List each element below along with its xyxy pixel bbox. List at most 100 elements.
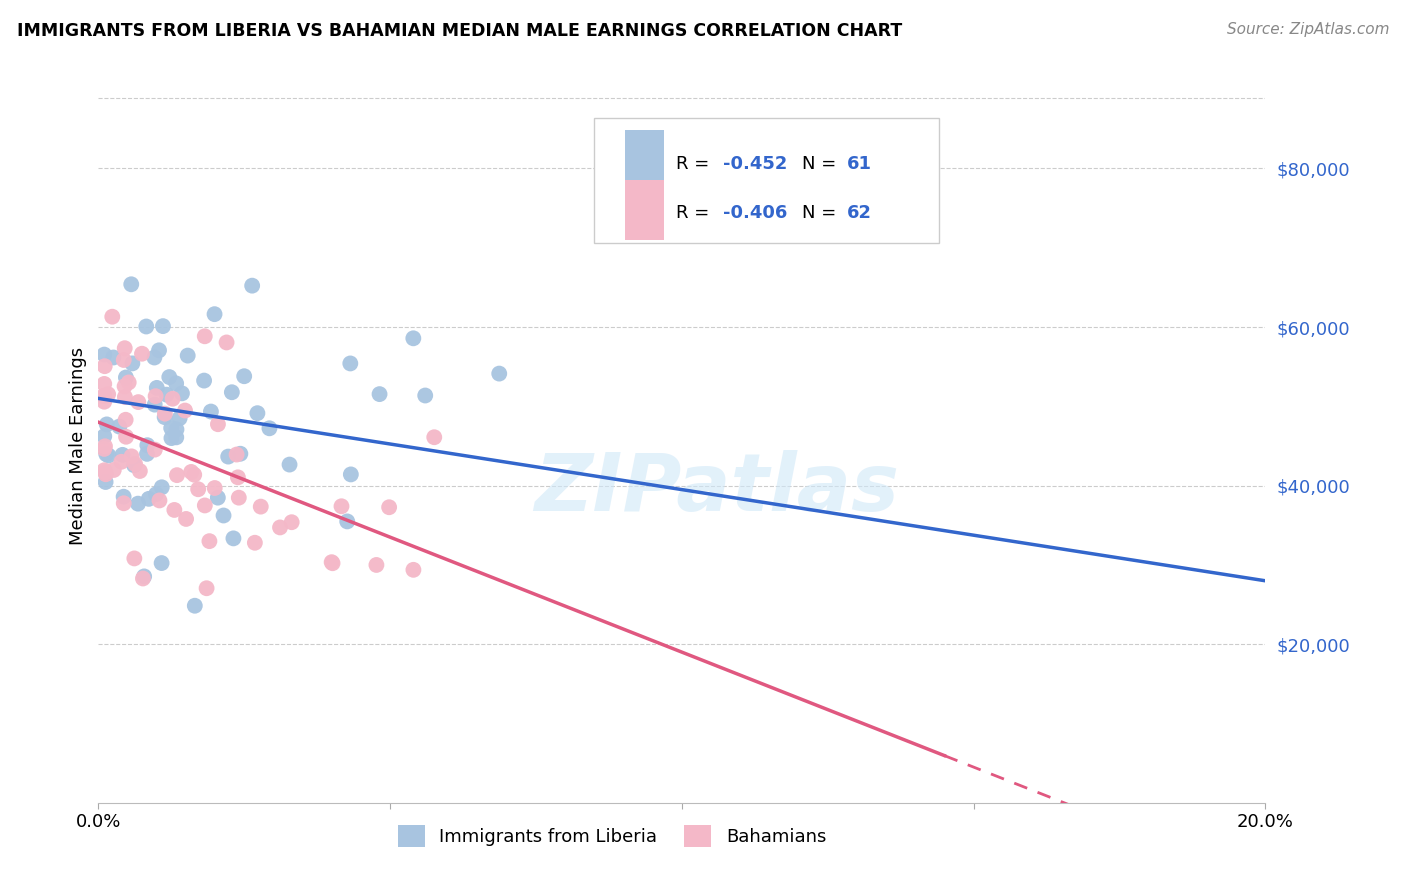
Point xyxy=(198,534,221,549)
Point xyxy=(166,422,188,436)
Point xyxy=(131,347,153,361)
Point xyxy=(339,356,361,370)
Point xyxy=(194,499,217,513)
Point xyxy=(170,386,193,401)
Point xyxy=(118,376,141,390)
Text: -0.406: -0.406 xyxy=(723,204,787,222)
Y-axis label: Median Male Earnings: Median Male Earnings xyxy=(69,347,87,545)
Point xyxy=(243,535,266,549)
Text: R =: R = xyxy=(676,204,716,222)
Point xyxy=(93,359,115,374)
Point xyxy=(187,482,209,496)
Point xyxy=(93,429,115,443)
Point xyxy=(402,331,425,345)
Point xyxy=(269,520,291,534)
Point xyxy=(249,500,271,514)
Point xyxy=(321,555,343,569)
Point xyxy=(101,310,124,324)
Point xyxy=(204,481,226,495)
Point xyxy=(162,392,184,406)
Point xyxy=(143,442,166,457)
Point xyxy=(153,410,176,425)
Point xyxy=(145,487,167,501)
FancyBboxPatch shape xyxy=(624,130,665,190)
Point xyxy=(330,500,353,514)
Point xyxy=(155,387,177,401)
Point xyxy=(336,515,359,529)
Text: 62: 62 xyxy=(846,204,872,222)
Text: 61: 61 xyxy=(846,154,872,172)
Point xyxy=(136,447,159,461)
Point xyxy=(93,389,115,403)
Point xyxy=(93,463,115,477)
Point xyxy=(124,457,146,471)
Point xyxy=(226,470,249,484)
Legend: Immigrants from Liberia, Bahamians: Immigrants from Liberia, Bahamians xyxy=(391,818,834,855)
Point xyxy=(136,438,159,452)
Point xyxy=(366,558,388,572)
Text: -0.452: -0.452 xyxy=(723,154,787,172)
Point xyxy=(127,497,149,511)
Point xyxy=(259,421,281,435)
Point xyxy=(402,563,425,577)
Point xyxy=(146,381,169,395)
Point xyxy=(138,491,160,506)
Point xyxy=(225,448,247,462)
Point xyxy=(148,343,170,358)
Point xyxy=(165,376,187,391)
Point xyxy=(96,447,118,461)
Point xyxy=(94,475,117,489)
Point xyxy=(488,367,510,381)
Point xyxy=(148,493,170,508)
Point xyxy=(378,500,401,515)
Point xyxy=(112,490,135,504)
Point xyxy=(94,466,117,480)
Point xyxy=(180,465,202,479)
Point xyxy=(240,278,263,293)
Point xyxy=(163,503,186,517)
Point xyxy=(120,277,142,292)
Point xyxy=(122,458,145,473)
Point xyxy=(160,431,183,445)
Point xyxy=(174,512,197,526)
Point xyxy=(280,515,302,529)
Point xyxy=(108,419,131,434)
Point xyxy=(184,599,207,613)
Text: ZIPatlas: ZIPatlas xyxy=(534,450,900,528)
Point xyxy=(177,349,200,363)
Point xyxy=(233,369,256,384)
Point xyxy=(152,319,174,334)
FancyBboxPatch shape xyxy=(595,118,939,243)
Point xyxy=(153,407,176,421)
Point xyxy=(112,353,135,368)
Point xyxy=(212,508,235,523)
Point xyxy=(165,430,187,444)
Point xyxy=(145,389,167,403)
Point xyxy=(97,449,120,463)
Point xyxy=(132,572,155,586)
Point xyxy=(134,569,156,583)
Point xyxy=(160,421,183,435)
Point xyxy=(157,370,180,384)
Point xyxy=(207,417,229,432)
Point xyxy=(143,398,166,412)
Point xyxy=(114,413,136,427)
Point xyxy=(112,496,135,510)
Point xyxy=(169,411,191,425)
Point xyxy=(124,551,146,566)
Point xyxy=(143,351,166,365)
Text: IMMIGRANTS FROM LIBERIA VS BAHAMIAN MEDIAN MALE EARNINGS CORRELATION CHART: IMMIGRANTS FROM LIBERIA VS BAHAMIAN MEDI… xyxy=(17,22,903,40)
Text: N =: N = xyxy=(801,154,842,172)
Point xyxy=(150,480,173,494)
Text: Source: ZipAtlas.com: Source: ZipAtlas.com xyxy=(1226,22,1389,37)
Point xyxy=(207,491,229,505)
Point xyxy=(322,556,344,570)
Point xyxy=(368,387,391,401)
Point xyxy=(93,376,115,391)
FancyBboxPatch shape xyxy=(624,180,665,240)
Point xyxy=(200,404,222,418)
Text: R =: R = xyxy=(676,154,716,172)
Point xyxy=(413,388,436,402)
Point xyxy=(340,467,363,482)
Point xyxy=(217,450,239,464)
